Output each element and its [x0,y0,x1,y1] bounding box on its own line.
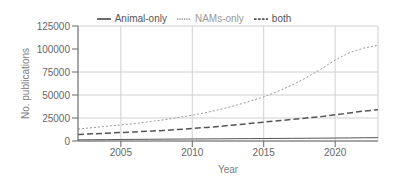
svg-text:2020: 2020 [324,147,347,158]
svg-text:50000: 50000 [42,90,70,101]
svg-text:75000: 75000 [42,67,70,78]
svg-text:2005: 2005 [110,147,133,158]
svg-text:2010: 2010 [181,147,204,158]
svg-text:0: 0 [64,136,70,147]
html-text:NAMs-only: NAMs-only [194,12,244,24]
svg-text:25000: 25000 [42,113,70,124]
html-text:both: both [271,12,292,24]
svg-text:Year: Year [218,164,239,175]
html-text:Animal-only: Animal-only [114,12,167,24]
svg-text:100000: 100000 [37,44,71,55]
svg-text:125000: 125000 [37,21,71,32]
svg-text:No. publications: No. publications [20,48,31,119]
svg-text:2015: 2015 [253,147,276,158]
